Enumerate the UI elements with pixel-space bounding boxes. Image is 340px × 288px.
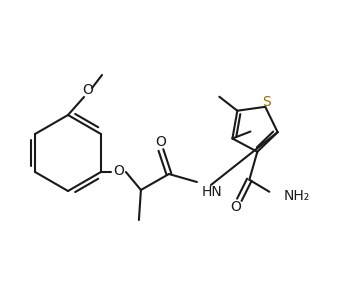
Text: O: O: [230, 200, 241, 214]
Text: O: O: [114, 164, 124, 178]
Text: O: O: [83, 83, 94, 97]
Text: S: S: [262, 95, 271, 109]
Text: O: O: [155, 135, 166, 149]
Text: NH₂: NH₂: [283, 189, 310, 203]
Text: HN: HN: [202, 185, 223, 199]
